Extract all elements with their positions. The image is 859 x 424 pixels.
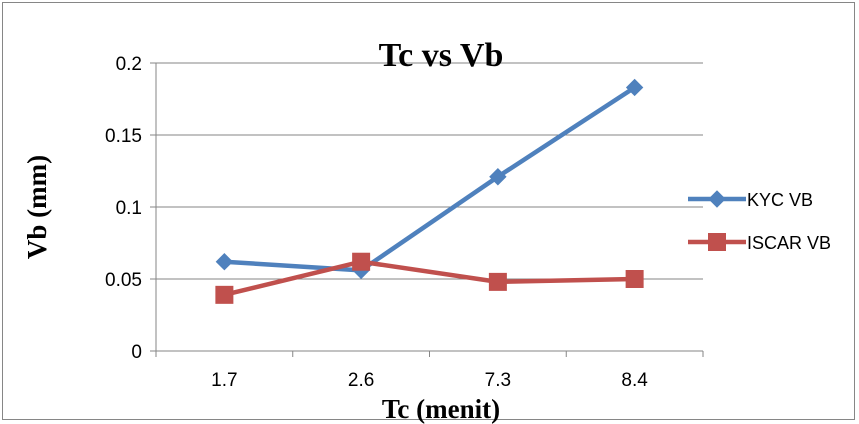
series-layer <box>215 78 644 304</box>
axes <box>150 62 704 357</box>
data-point <box>215 253 234 271</box>
y-tick-label: 0.05 <box>105 270 142 291</box>
legend-marker <box>708 190 726 208</box>
legend-marker <box>708 233 726 251</box>
x-tick-label: 7.3 <box>485 370 511 391</box>
legend-label: KYC VB <box>747 190 813 210</box>
x-tick-label: 2.6 <box>348 370 374 391</box>
data-point <box>625 270 644 288</box>
y-tick-labels: 0 0.05 0.1 0.15 0.2 <box>105 54 142 363</box>
legend: KYC VB ISCAR VB <box>688 190 831 253</box>
y-tick-label: 0.1 <box>116 198 142 219</box>
y-axis-title: Vb (mm) <box>22 155 52 259</box>
data-point <box>215 285 234 304</box>
series-line <box>223 259 635 298</box>
x-tick-label: 8.4 <box>621 370 648 391</box>
x-axis-title: Tc (menit) <box>382 394 500 424</box>
y-tick-label: 0.15 <box>105 126 142 147</box>
x-tick-label: 1.7 <box>211 370 237 391</box>
data-point <box>488 272 507 291</box>
legend-item: ISCAR VB <box>688 233 831 253</box>
data-point <box>625 78 644 97</box>
series-2 <box>215 252 644 304</box>
x-tick-labels: 1.7 2.6 7.3 8.4 <box>211 370 648 391</box>
chart-frame <box>2 2 855 420</box>
legend-label: ISCAR VB <box>747 233 831 253</box>
y-tick-label: 0.2 <box>116 54 142 75</box>
series-line <box>224 85 636 273</box>
y-tick-label: 0 <box>131 342 142 363</box>
series-1 <box>215 78 644 280</box>
data-point <box>489 168 507 186</box>
data-point <box>352 252 371 271</box>
chart-title: Tc vs Vb <box>379 37 504 74</box>
legend-item: KYC VB <box>688 190 813 210</box>
